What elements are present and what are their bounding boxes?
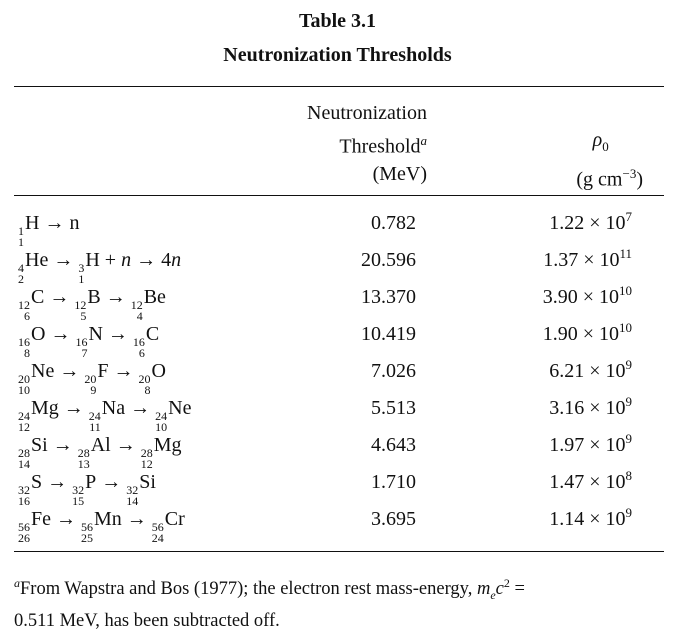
density-cell: 3.90 × 1010 [542, 283, 632, 308]
reaction-cell: 12 6 C → 12 5 B → 12 4 Be [18, 286, 166, 323]
threshold-header-line2: Thresholda [339, 133, 428, 158]
density-cell: 1.90 × 1010 [542, 320, 632, 345]
table-row: 20 10 Ne → 20 9 F → 20 8 O 7.026 6.21 × 109 [18, 356, 668, 397]
table-row: 16 8 O → 16 7 N → 16 6 C 10.419 1.90 × 1010 [18, 319, 668, 360]
table-row: 56 26 Fe → 56 25 Mn → 56 24 Cr 3.695 1.14 × 109 [18, 504, 668, 545]
bottom-rule [14, 551, 664, 552]
density-cell: 1.47 × 108 [549, 468, 632, 493]
table-number: Table 3.1 [298, 10, 377, 32]
threshold-cell: 20.596 [361, 249, 416, 271]
density-header: ρ0 (g cm−3) [576, 127, 643, 194]
threshold-header-line1: Neutronization [307, 102, 427, 124]
density-cell: 1.97 × 109 [549, 431, 632, 456]
threshold-cell: 13.370 [361, 286, 416, 308]
reaction-cell: 56 26 Fe → 56 25 Mn → 56 24 Cr [18, 508, 185, 545]
density-header-symbol: ρ0 [592, 129, 609, 154]
table-row: 32 16 S → 32 15 P → 32 14 Si 1.710 1.47 × 108 [18, 467, 668, 508]
reaction-cell: 16 8 O → 16 7 N → 16 6 C [18, 323, 160, 360]
table-row: 24 12 Mg → 24 11 Na → 24 10 Ne 5.513 3.16 × 109 [18, 393, 668, 434]
reaction-cell: 28 14 Si → 28 13 Al → 28 12 Mg [18, 434, 182, 471]
threshold-header-unit: (MeV) [372, 162, 427, 185]
reaction-cell: 32 16 S → 32 15 P → 32 14 Si [18, 471, 156, 508]
reaction-cell: 24 12 Mg → 24 11 Na → 24 10 Ne [18, 397, 192, 434]
footnote: aFrom Wapstra and Bos (1977); the electr… [14, 576, 525, 631]
threshold-cell: 5.513 [371, 397, 416, 419]
density-cell: 1.22 × 107 [549, 209, 632, 234]
density-header-unit: (g cm−3) [576, 166, 643, 191]
threshold-cell: 7.026 [371, 360, 416, 382]
density-cell: 3.16 × 109 [549, 394, 632, 419]
header-rule [14, 195, 664, 196]
threshold-cell: 1.710 [371, 471, 416, 493]
density-cell: 1.14 × 109 [549, 505, 632, 530]
threshold-cell: 4.643 [371, 434, 416, 456]
threshold-cell: 3.695 [371, 508, 416, 530]
threshold-header: Neutronization Thresholda (MeV) [307, 100, 427, 188]
table-title: Neutronization Thresholds [223, 44, 452, 66]
threshold-cell: 0.782 [371, 212, 416, 234]
footnote-mark: a [420, 133, 428, 148]
table-row: 28 14 Si → 28 13 Al → 28 12 Mg 4.643 1.97 × 109 [18, 430, 668, 471]
density-cell: 6.21 × 109 [549, 357, 632, 382]
threshold-cell: 10.419 [361, 323, 416, 345]
table-row: 12 6 C → 12 5 B → 12 4 Be 13.370 3.90 × 1010 [18, 282, 668, 323]
reaction-cell: 20 10 Ne → 20 9 F → 20 8 O [18, 360, 166, 397]
density-cell: 1.37 × 1011 [543, 246, 632, 271]
top-rule [14, 86, 664, 87]
